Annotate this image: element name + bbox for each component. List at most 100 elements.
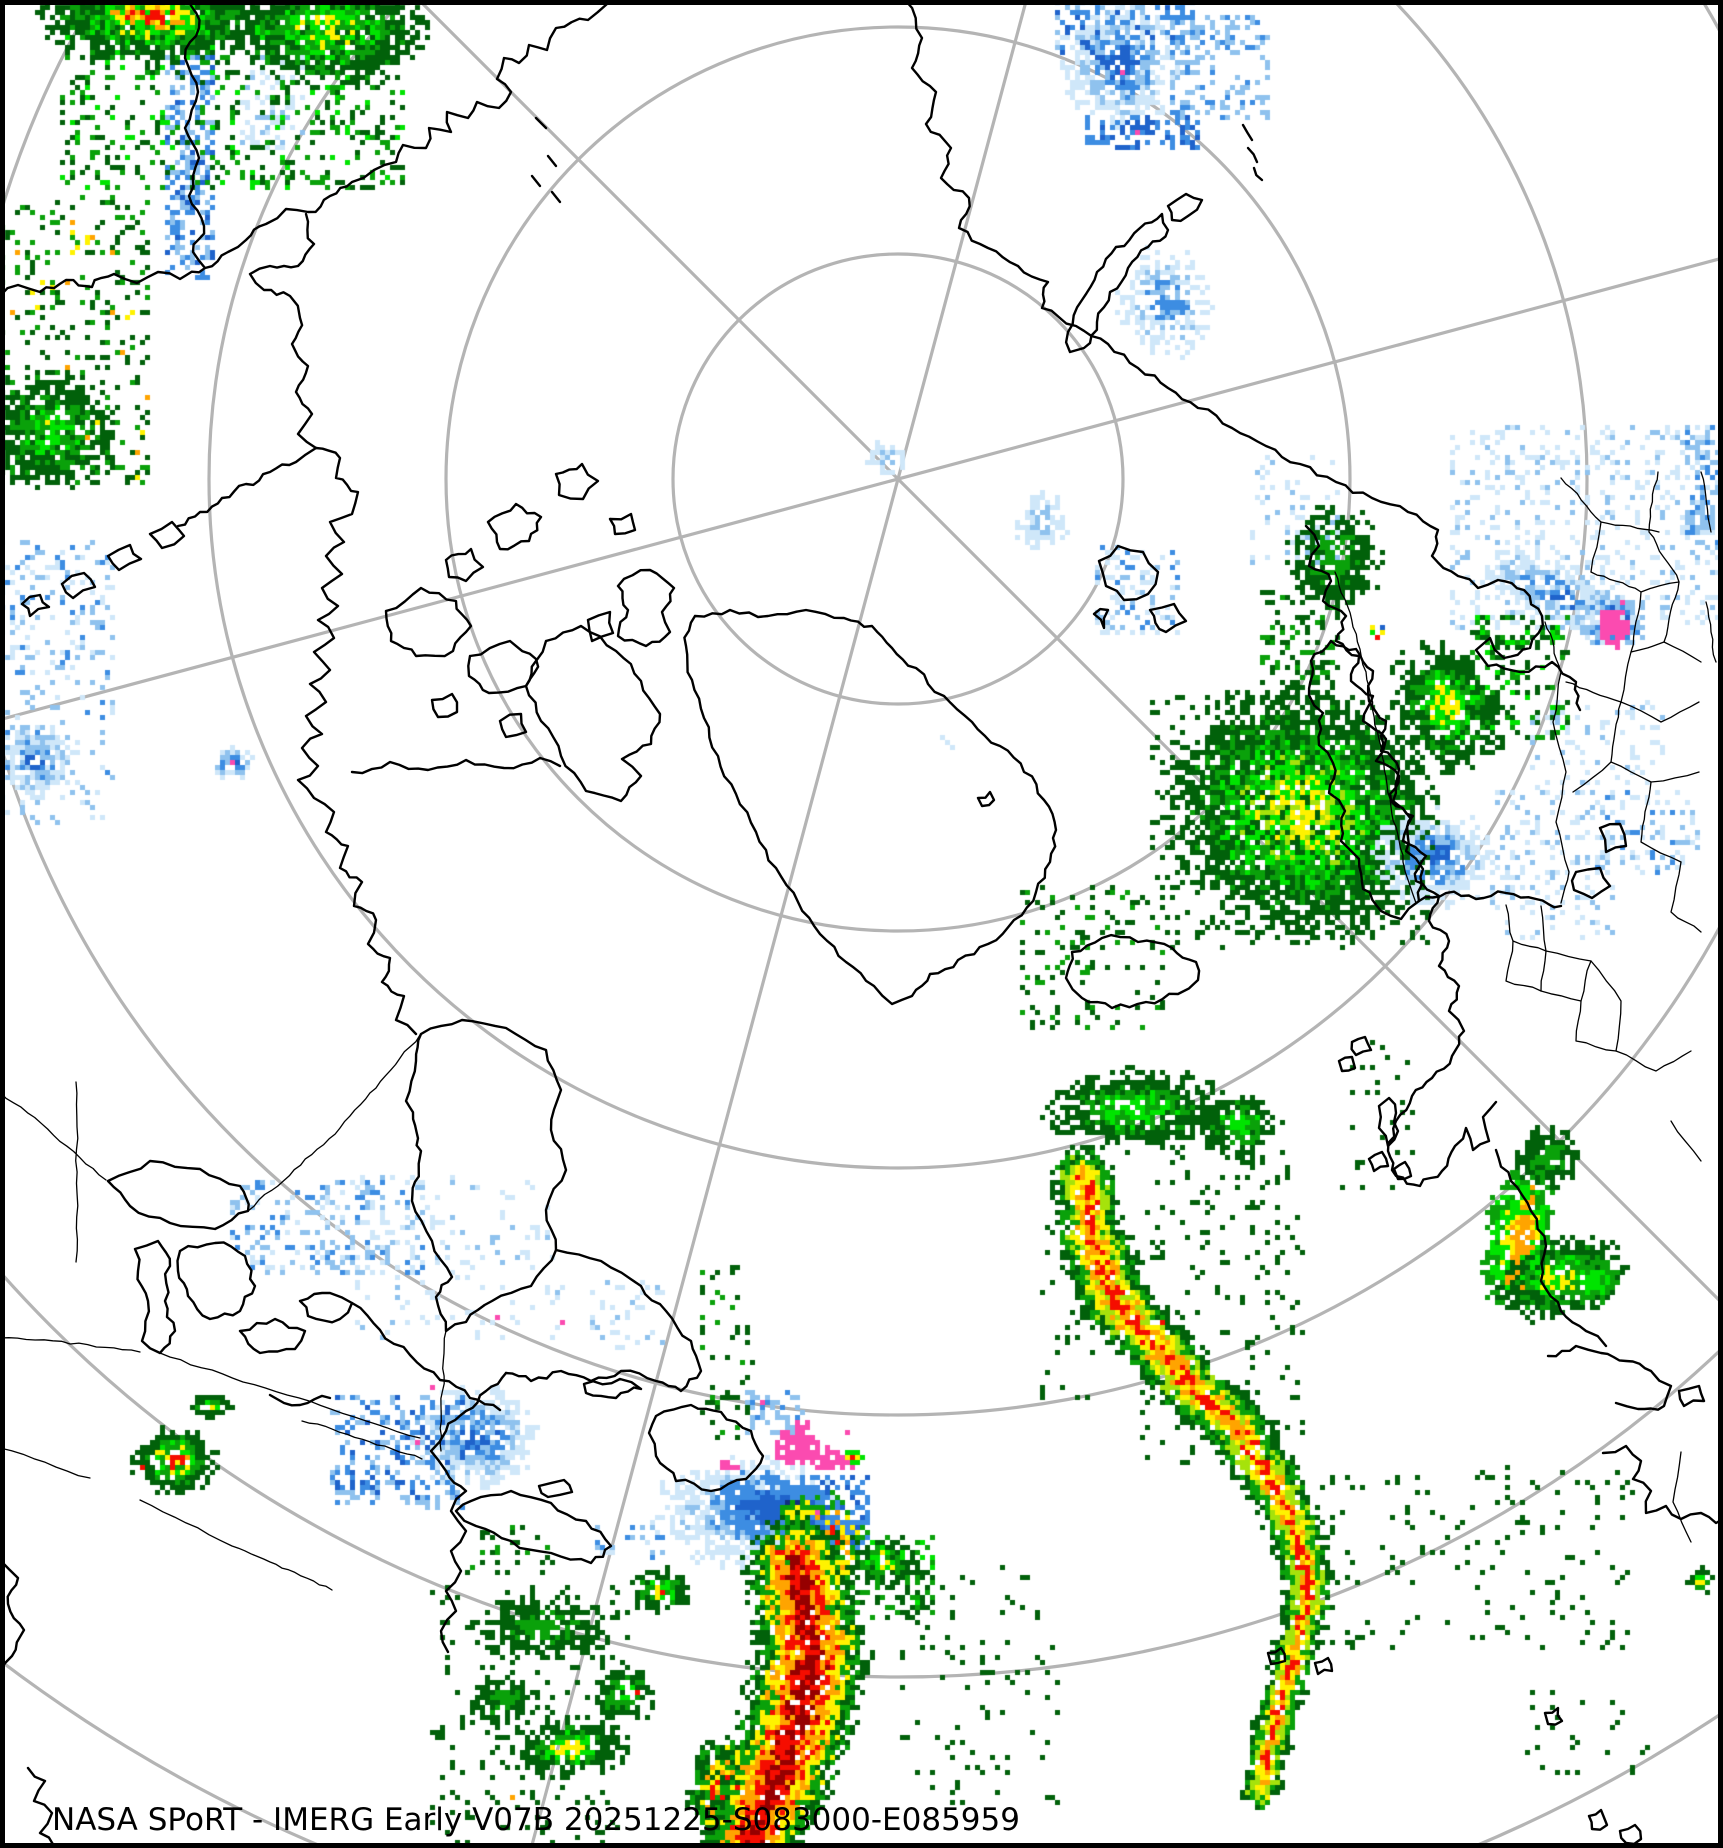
border-path: [0, 1091, 107, 1181]
border-path: [1560, 477, 1602, 573]
border-path: [1670, 1120, 1702, 1162]
coastline-path: [429, 1371, 508, 1654]
coastline-path: [530, 174, 542, 188]
border-path: [0, 1447, 91, 1479]
coastline-path: [1092, 607, 1110, 630]
coastline-path: [1587, 1808, 1609, 1831]
coastline-path: [1677, 1384, 1706, 1408]
coastline-path: [176, 1241, 257, 1321]
coastline-path: [1252, 166, 1264, 182]
coastline-path: [1241, 123, 1254, 142]
coastline-path: [0, 1558, 26, 1672]
coastline-path: [296, 446, 418, 1036]
border-path: [247, 1034, 421, 1212]
coastline-path: [176, 446, 318, 528]
coastline-path: [1097, 544, 1160, 602]
border-path: [1700, 471, 1712, 533]
coastline-path: [1064, 212, 1170, 354]
border-path: [1670, 861, 1702, 933]
border-path: [1334, 571, 1417, 904]
coastline-path: [1546, 1344, 1673, 1411]
border-path: [1575, 960, 1622, 1052]
coastline-path: [60, 571, 97, 600]
coastline-path: [1367, 1150, 1390, 1173]
coastline-path: [1570, 866, 1612, 900]
coastline-path: [1543, 1706, 1564, 1726]
coastline-path: [0, 0, 207, 298]
border-path: [1505, 904, 1547, 952]
coastline-path: [444, 547, 485, 583]
coastline-path: [26, 1766, 56, 1848]
coastline-path: [20, 593, 51, 618]
coastline-path: [903, 0, 1582, 712]
border-path: [1672, 1451, 1692, 1543]
coastline-path: [1246, 146, 1259, 164]
border-path: [1544, 621, 1570, 904]
coastline-path: [454, 1489, 613, 1565]
border-path: [1630, 591, 1702, 663]
border-path: [1648, 471, 1680, 643]
border-path: [439, 1330, 447, 1452]
border-path: [1615, 1050, 1692, 1072]
product-caption: NASA SPoRT - IMERG Early V07B 20251225-S…: [52, 1802, 1020, 1838]
border-path: [75, 1081, 79, 1263]
coastline-path: [1304, 524, 1498, 1188]
border-path: [139, 1499, 333, 1591]
coastline-path: [1350, 1035, 1373, 1057]
border-path: [1540, 950, 1592, 1002]
coastline-path: [248, 212, 318, 450]
coastline-path: [582, 1377, 643, 1400]
coastline-path: [268, 1393, 332, 1407]
border-path: [1610, 701, 1700, 783]
coastline-path: [1064, 933, 1201, 1010]
coastline-path: [550, 190, 562, 204]
coastline-path: [148, 520, 186, 550]
coastline-path: [1417, 890, 1563, 909]
coastline-path: [486, 502, 543, 551]
coastline-path: [430, 692, 459, 719]
coastline-path: [976, 790, 996, 808]
coastline-path: [350, 1301, 502, 1412]
coastline-path: [586, 610, 615, 643]
coastline-path: [498, 712, 528, 739]
border-path: [159, 1352, 421, 1439]
border-path: [1620, 651, 1700, 723]
coastline-path: [1313, 1656, 1334, 1676]
coastline-path: [106, 543, 143, 572]
coastline-path: [534, 116, 548, 130]
coastline-path: [1618, 1823, 1643, 1846]
border-path: [1600, 521, 1660, 533]
coastline-path: [1392, 1160, 1413, 1181]
border-path: [0, 1337, 141, 1353]
coastline-path: [1601, 1444, 1723, 1525]
coastline-path: [537, 1478, 574, 1499]
coastline-path: [384, 586, 473, 658]
coastline-path: [1337, 1055, 1357, 1073]
coastline-path: [616, 568, 676, 648]
coastline-path: [1598, 822, 1628, 854]
coastline-path: [106, 1159, 250, 1231]
coastline-path: [404, 1018, 568, 1333]
coastline-path: [554, 462, 600, 501]
border-path: [1565, 681, 1622, 703]
coastline-path: [608, 512, 637, 536]
coastline-path: [546, 154, 558, 168]
coastline-path: [238, 1317, 307, 1355]
coastline-path: [1377, 1096, 1400, 1148]
coastline-path: [524, 624, 662, 803]
coastline-path: [647, 1403, 765, 1493]
border-path: [1705, 601, 1717, 663]
coastline-path: [133, 1239, 177, 1355]
coastline-path: [1266, 1646, 1287, 1666]
coastline-path: [683, 608, 1058, 1006]
border-path: [1590, 571, 1680, 593]
coastline-path: [298, 1291, 354, 1324]
coastline-path: [1494, 1148, 1608, 1348]
border-path: [1640, 781, 1682, 863]
coastline-path: [203, 2, 609, 270]
border-path: [1572, 761, 1612, 793]
